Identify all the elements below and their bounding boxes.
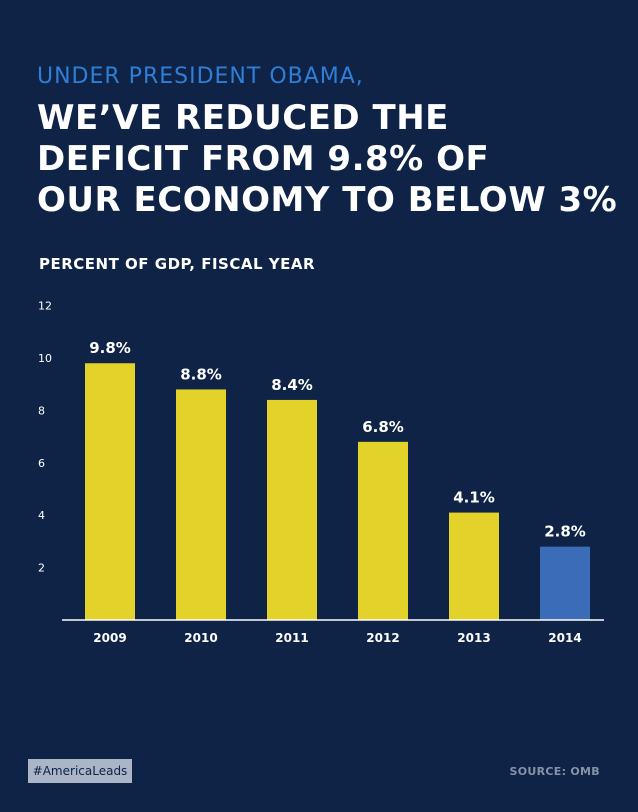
kicker: UNDER PRESIDENT OBAMA,	[37, 64, 364, 89]
bar-value-label: 9.8%	[89, 339, 131, 357]
bar	[358, 441, 408, 620]
y-tick-label: 10	[38, 352, 52, 365]
hashtag-badge: #AmericaLeads	[28, 759, 132, 783]
bar	[176, 389, 226, 620]
bar	[85, 363, 135, 620]
bar-value-label: 2.8%	[544, 523, 586, 541]
bar	[267, 399, 317, 620]
y-tick-label: 6	[38, 457, 45, 470]
bar-value-label: 4.1%	[453, 489, 495, 507]
bar-value-label: 8.8%	[180, 365, 222, 383]
x-tick-label: 2014	[548, 631, 581, 645]
bar-value-label: 8.4%	[271, 376, 313, 394]
y-tick-label: 4	[38, 509, 45, 522]
x-tick-label: 2013	[457, 631, 490, 645]
headline-line: WE’VE REDUCED THE	[37, 98, 449, 138]
source-label: SOURCE: OMB	[509, 765, 600, 778]
headline-line: OUR ECONOMY TO BELOW 3%	[37, 180, 618, 220]
x-tick-label: 2012	[366, 631, 399, 645]
headline: WE’VE REDUCED THE DEFICIT FROM 9.8% OF O…	[37, 98, 617, 221]
bar-value-label: 6.8%	[362, 418, 404, 436]
y-tick-label: 8	[38, 404, 45, 417]
bar	[449, 512, 499, 620]
x-tick-label: 2009	[93, 631, 126, 645]
y-tick-label: 12	[38, 300, 52, 313]
x-tick-label: 2010	[184, 631, 217, 645]
y-tick-label: 2	[38, 562, 45, 575]
headline-line: DEFICIT FROM 9.8% OF	[37, 139, 490, 179]
x-tick-label: 2011	[275, 631, 308, 645]
bar	[540, 546, 590, 620]
chart-title: PERCENT OF GDP, FISCAL YEAR	[39, 255, 315, 273]
